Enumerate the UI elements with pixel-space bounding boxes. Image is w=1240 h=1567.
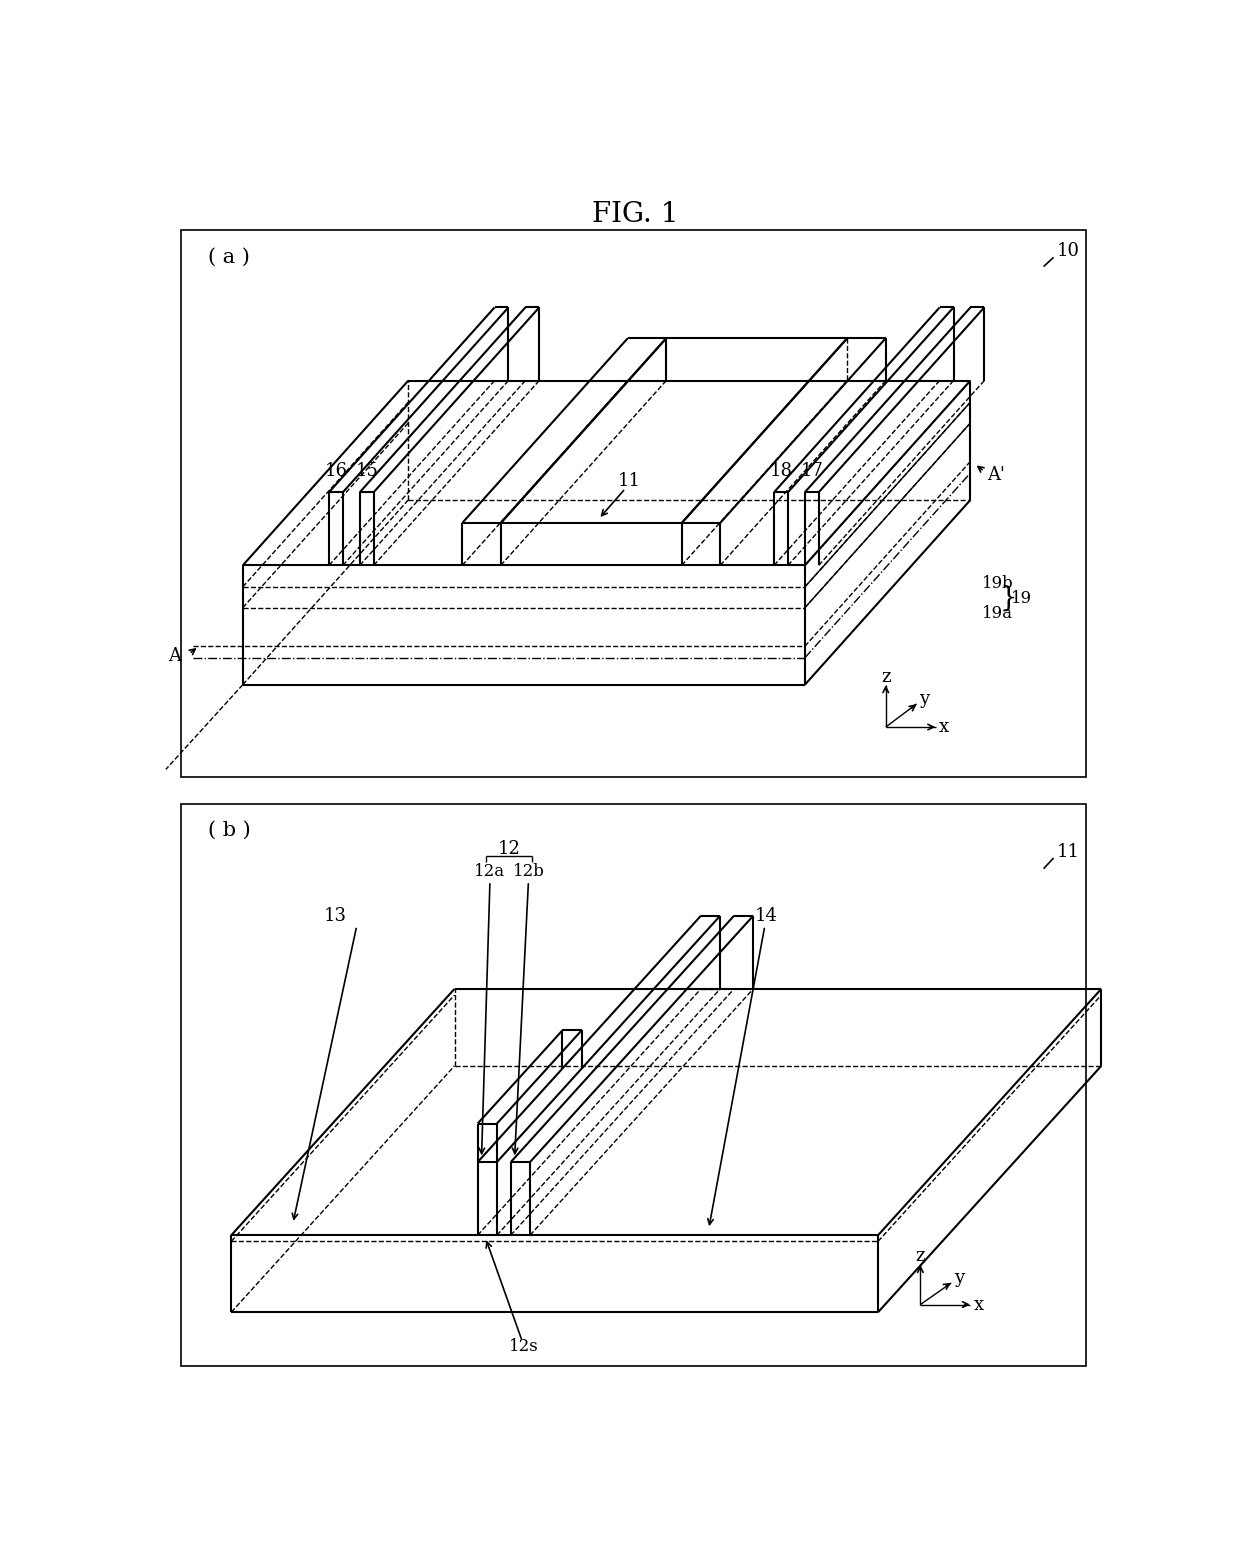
Text: 19a: 19a bbox=[982, 605, 1013, 622]
Bar bbox=[181, 230, 1086, 777]
Text: 19: 19 bbox=[1011, 589, 1032, 606]
Text: }: } bbox=[999, 584, 1018, 613]
Text: 12s: 12s bbox=[508, 1338, 538, 1355]
Text: 12b: 12b bbox=[512, 863, 544, 881]
Text: ( a ): ( a ) bbox=[208, 248, 250, 266]
Text: 18: 18 bbox=[770, 462, 792, 480]
Text: 11: 11 bbox=[1056, 843, 1080, 860]
Text: 11: 11 bbox=[618, 472, 641, 489]
Text: 12a: 12a bbox=[475, 863, 506, 881]
Text: y: y bbox=[954, 1269, 963, 1287]
Text: 13: 13 bbox=[324, 907, 347, 925]
Text: ( b ): ( b ) bbox=[208, 821, 250, 840]
Text: 15: 15 bbox=[356, 462, 378, 480]
Text: 17: 17 bbox=[800, 462, 823, 480]
Text: x: x bbox=[973, 1296, 985, 1313]
Text: A': A' bbox=[987, 467, 1006, 484]
Bar bbox=[181, 804, 1086, 1366]
Text: y: y bbox=[919, 691, 929, 708]
Text: z: z bbox=[880, 668, 890, 686]
Text: FIG. 1: FIG. 1 bbox=[593, 202, 678, 229]
Text: 12: 12 bbox=[497, 840, 521, 857]
Text: 16: 16 bbox=[325, 462, 347, 480]
Text: 10: 10 bbox=[1056, 243, 1080, 260]
Text: z: z bbox=[915, 1247, 925, 1265]
Text: x: x bbox=[939, 718, 949, 736]
Text: A: A bbox=[169, 647, 181, 666]
Text: 14: 14 bbox=[755, 907, 777, 925]
Text: 19b: 19b bbox=[982, 575, 1014, 592]
